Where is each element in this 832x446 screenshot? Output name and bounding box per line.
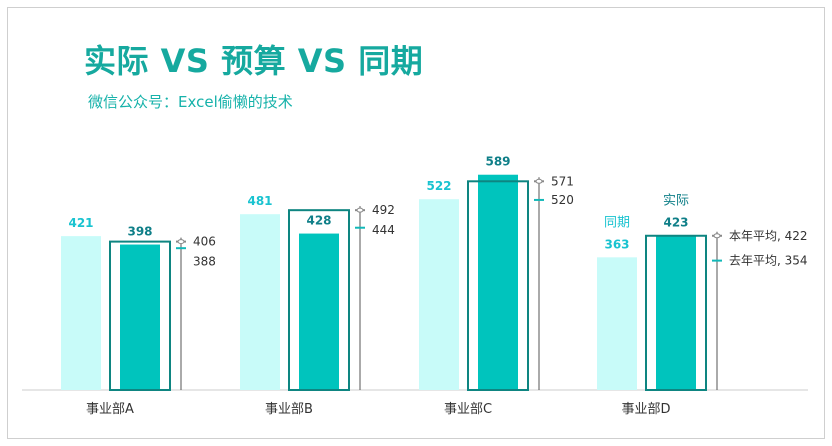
category-label: 事业部C <box>444 402 492 417</box>
prior-value-label: 421 <box>68 216 93 230</box>
current-avg-label: 406 <box>193 235 216 249</box>
prior-value-label: 481 <box>247 194 272 208</box>
actual-value-label: 589 <box>485 155 510 169</box>
series-label-prior: 同期 <box>604 215 630 230</box>
budget-outline-bar <box>467 180 529 391</box>
actual-value-label: 398 <box>127 225 152 239</box>
current-avg-label: 本年平均, 422 <box>729 229 808 243</box>
current-avg-marker <box>356 207 364 213</box>
last-avg-label: 520 <box>551 193 574 207</box>
prior-value-label: 363 <box>604 237 629 251</box>
current-avg-label: 571 <box>551 174 574 188</box>
chart-subtitle: 微信公众号：Excel偷懒的技术 <box>88 93 293 111</box>
prior-bar <box>240 214 280 390</box>
chart-title: 实际 VS 预算 VS 同期 <box>84 42 424 80</box>
actual-bar <box>120 244 160 390</box>
actual-bar <box>656 235 696 390</box>
actual-value-label: 428 <box>306 214 331 228</box>
series-label-actual: 实际 <box>663 193 689 208</box>
budget-outline-bar <box>645 234 707 391</box>
current-avg-marker <box>535 178 543 184</box>
budget-outline-bar <box>288 209 350 391</box>
budget-outline-bar <box>109 240 171 391</box>
category-label: 事业部A <box>86 402 134 417</box>
category-label: 事业部B <box>265 402 313 417</box>
last-avg-label: 去年平均, 354 <box>729 254 808 268</box>
prior-bar <box>61 236 101 390</box>
current-avg-marker <box>713 233 721 239</box>
prior-value-label: 522 <box>426 179 451 193</box>
actual-value-label: 423 <box>663 215 688 229</box>
prior-bar <box>419 199 459 390</box>
category-label: 事业部D <box>621 402 670 417</box>
actual-bar <box>478 174 518 390</box>
prior-bar <box>597 257 637 390</box>
actual-bar <box>299 233 339 390</box>
last-avg-label: 388 <box>193 255 216 269</box>
current-avg-marker <box>177 239 185 245</box>
current-avg-label: 492 <box>372 203 395 217</box>
last-avg-label: 444 <box>372 223 395 237</box>
